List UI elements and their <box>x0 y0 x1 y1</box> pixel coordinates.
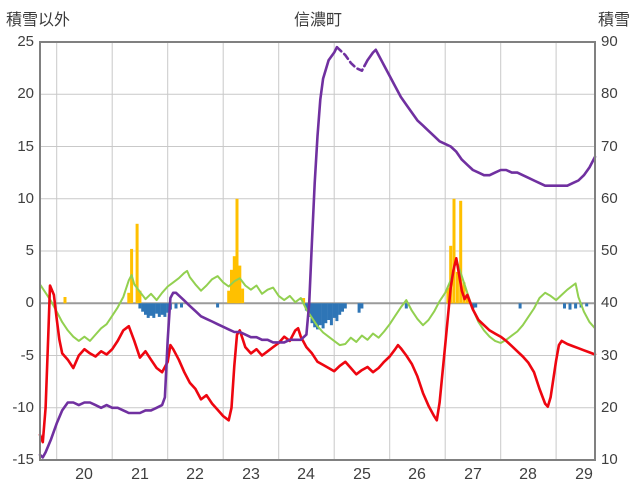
blue-bar <box>160 303 164 315</box>
blue-bar <box>404 303 408 309</box>
blue-bar <box>316 303 319 330</box>
blue-bar <box>157 303 161 317</box>
blue-bar <box>304 303 308 311</box>
blue-bar <box>360 303 364 309</box>
orange-bar <box>462 282 466 304</box>
blue-bar <box>216 303 220 308</box>
blue-bar <box>357 303 361 313</box>
blue-bar <box>313 303 317 328</box>
chart-title: 信濃町 <box>293 12 342 29</box>
orange-bar <box>238 265 242 304</box>
blue-bar <box>318 303 322 326</box>
blue-bar <box>332 303 336 318</box>
blue-bar <box>343 303 347 309</box>
blue-bar <box>338 303 342 315</box>
orange-bar <box>138 290 142 304</box>
purple-line <box>335 45 367 72</box>
blue-bar <box>163 303 167 317</box>
red-line <box>38 256 597 444</box>
blue-bar <box>324 303 328 324</box>
orange-bar <box>227 290 231 304</box>
blue-bar <box>335 303 339 322</box>
blue-bar <box>141 303 145 312</box>
orange-bar <box>452 198 456 304</box>
blue-bar <box>518 303 522 309</box>
orange-bar <box>302 298 306 304</box>
blue-bar <box>568 303 572 310</box>
blue-bar <box>341 303 344 312</box>
blue-bar <box>144 303 147 315</box>
purple-line <box>363 48 597 187</box>
blue-bar <box>166 303 170 313</box>
left-axis-title: 積雪以外 <box>6 12 71 29</box>
plot-border <box>39 41 596 461</box>
orange-bar <box>230 269 233 304</box>
blue-bar <box>327 303 331 320</box>
blue-bar <box>138 303 142 309</box>
blue-bar <box>474 303 478 308</box>
orange-bar <box>232 256 236 304</box>
blue-bar <box>329 303 333 326</box>
orange-bar <box>449 245 453 304</box>
orange-bar <box>127 292 131 304</box>
orange-bar <box>446 287 450 304</box>
blue-bar <box>180 303 183 308</box>
blue-bar <box>321 303 325 329</box>
orange-bar <box>459 200 463 304</box>
blue-bar <box>585 303 589 307</box>
orange-bar <box>465 294 469 304</box>
orange-bar <box>235 198 239 304</box>
blue-bar <box>149 303 153 316</box>
orange-bar <box>63 297 67 304</box>
purple-line <box>38 45 339 459</box>
blue-bar <box>574 303 578 309</box>
right-axis-title: 積雪 <box>597 12 630 29</box>
blue-bar <box>310 303 314 324</box>
blue-bar <box>146 303 150 318</box>
blue-bar <box>152 303 156 318</box>
orange-bar <box>455 271 459 304</box>
blue-bar <box>155 303 159 314</box>
orange-bar <box>135 223 139 304</box>
blue-bar <box>174 303 178 309</box>
blue-bar <box>563 303 566 309</box>
orange-bar <box>241 288 245 304</box>
